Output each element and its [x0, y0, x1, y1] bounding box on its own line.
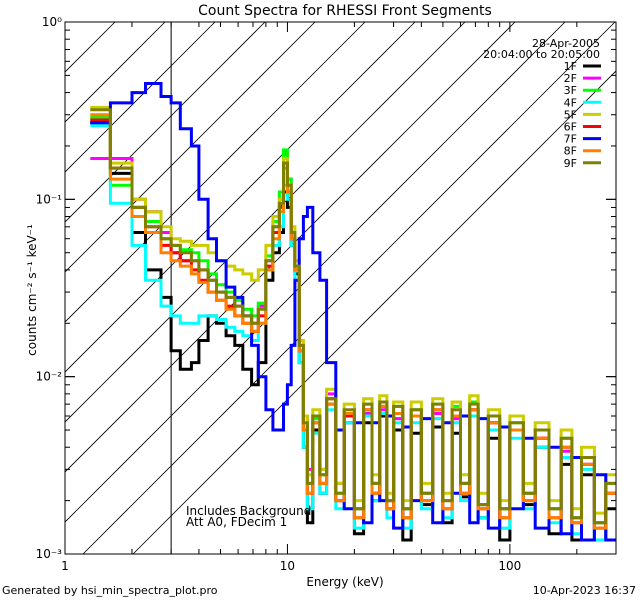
- x-axis-label: Energy (keV): [306, 575, 383, 589]
- footer-generated-by: Generated by hsi_min_spectra_plot.pro: [2, 584, 218, 597]
- legend-label-2f: 2F: [564, 72, 577, 85]
- hatch-line-3: [65, 22, 216, 173]
- axes: [64, 21, 617, 555]
- legend-label-6f: 6F: [564, 121, 577, 134]
- legend-label-9f: 9F: [564, 157, 577, 170]
- time-range-label: 20:04:00 to 20:05:00: [483, 48, 600, 61]
- y-tick-label-2: 10⁻²: [36, 370, 63, 384]
- tick-labels: 1 10 100 10⁰ 10⁻¹ 10⁻² 10⁻³: [36, 15, 522, 573]
- chart-title: Count Spectra for RHESSI Front Segments: [198, 3, 492, 19]
- y-tick-label-1: 10⁻¹: [36, 192, 63, 206]
- hatch-line-12: [132, 70, 616, 554]
- legend-label-4f: 4F: [564, 96, 577, 109]
- x-tick-label-2: 100: [498, 559, 521, 573]
- hatch-line-9: [65, 22, 516, 473]
- x-tick-label-1: 10: [280, 559, 295, 573]
- legend-label-8f: 8F: [564, 145, 577, 158]
- y-tick-label-0: 10⁰: [42, 15, 62, 29]
- series-layer: [90, 82, 616, 542]
- hatch-line-5: [65, 22, 316, 273]
- hatch-line-8: [65, 22, 466, 423]
- legend-label-1f: 1F: [564, 60, 577, 73]
- y-tick-label-3: 10⁻³: [36, 547, 63, 561]
- hatch-line-6: [65, 22, 366, 323]
- legend-label-7f: 7F: [564, 133, 577, 146]
- hatch-line-2: [65, 22, 166, 123]
- legend-label-5f: 5F: [564, 108, 577, 121]
- series-line-9f: [90, 108, 616, 525]
- y-axis-label: counts cm⁻² s⁻¹ keV⁻¹: [25, 224, 39, 356]
- plot-frame: [64, 21, 617, 555]
- date-label: 28-Apr-2005: [532, 37, 600, 50]
- hatch-line-7: [65, 22, 416, 373]
- series-line-7f: [90, 82, 616, 542]
- annotation-background: Includes Background: [186, 504, 311, 518]
- hatched-region: [65, 22, 616, 554]
- hatch-line-4: [65, 22, 266, 223]
- hatch-line-11: [82, 22, 616, 554]
- hatch-line-1: [65, 22, 116, 73]
- x-tick-label-0: 1: [61, 559, 69, 573]
- annotation-attenuator: Att A0, FDecim 1: [186, 515, 287, 529]
- footer-timestamp: 10-Apr-2023 16:37: [533, 584, 636, 597]
- legend-label-3f: 3F: [564, 84, 577, 97]
